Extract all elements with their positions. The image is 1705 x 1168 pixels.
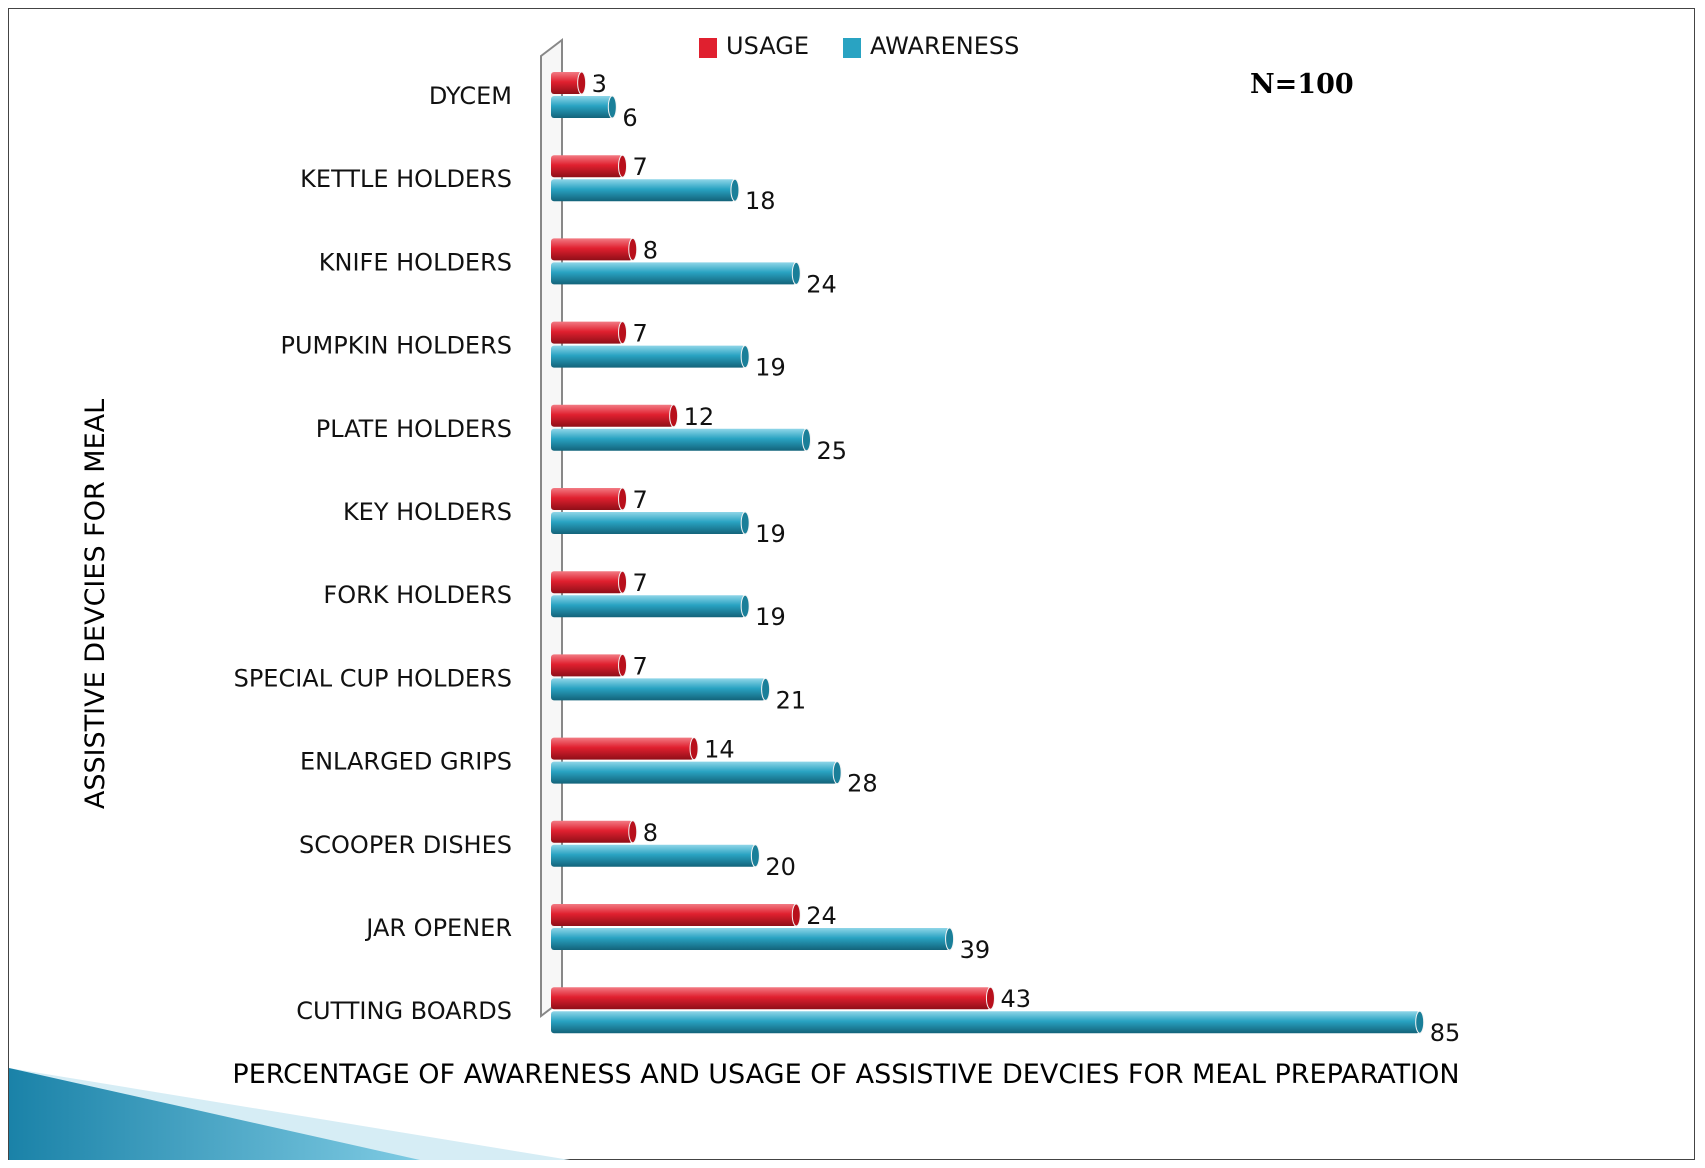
bar-usage-kettle-holders xyxy=(551,155,623,178)
legend: USAGE AWARENESS xyxy=(699,32,1019,60)
bar-cap-awareness-knife-holders xyxy=(791,261,801,285)
category-label-scooper-dishes: SCOOPER DISHES xyxy=(299,831,512,859)
bar-usage-pumpkin-holders xyxy=(551,321,623,344)
bar-cap-awareness-pumpkin-holders xyxy=(740,345,750,369)
bars-layer: DYCEM 36 KETTLE HOLDERS 7 18 KNIFE HOLDERS 8 24… xyxy=(234,70,1461,1047)
bar-awareness-special-cup-holders xyxy=(551,678,766,701)
bar-cap-usage-cutting-boards xyxy=(985,986,995,1010)
category-label-fork-holders: FORK HOLDERS xyxy=(323,581,512,609)
bar-usage-knife-holders xyxy=(551,238,633,261)
bar-awareness-pumpkin-holders xyxy=(551,345,746,368)
category-label-plate-holders: PLATE HOLDERS xyxy=(316,415,512,443)
bar-cap-usage-dycem xyxy=(577,71,587,95)
bar-awareness-scooper-dishes xyxy=(551,844,756,867)
bar-awareness-knife-holders xyxy=(551,262,797,285)
category-label-special-cup-holders: SPECIAL CUP HOLDERS xyxy=(234,664,512,692)
bar-awareness-enlarged-grips xyxy=(551,761,838,784)
bar-cap-usage-jar-opener xyxy=(791,903,801,927)
bar-cap-usage-kettle-holders xyxy=(618,154,628,178)
value-label-awareness-key-holders: 19 xyxy=(755,520,786,548)
category-label-dycem: DYCEM xyxy=(429,82,512,110)
value-label-awareness-plate-holders: 25 xyxy=(817,437,848,465)
bar-cap-usage-plate-holders xyxy=(669,404,679,428)
category-label-knife-holders: KNIFE HOLDERS xyxy=(319,248,512,276)
bar-cap-awareness-special-cup-holders xyxy=(761,677,771,701)
value-label-usage-plate-holders: 12 xyxy=(684,403,715,431)
legend-label-awareness: AWARENESS xyxy=(870,32,1019,60)
chart-frame xyxy=(8,8,1695,1160)
bar-awareness-plate-holders xyxy=(551,428,807,451)
bar-cap-awareness-plate-holders xyxy=(802,428,811,452)
value-label-usage-special-cup-holders: 7 xyxy=(633,652,648,680)
bar-awareness-dycem xyxy=(551,96,613,118)
bar-awareness-key-holders xyxy=(551,512,746,534)
bar-cap-awareness-fork-holders xyxy=(740,594,750,618)
category-label-cutting-boards: CUTTING BOARDS xyxy=(296,997,512,1025)
category-label-kettle-holders: KETTLE HOLDERS xyxy=(300,165,512,193)
bar-usage-fork-holders xyxy=(551,571,623,594)
bar-cap-usage-special-cup-holders xyxy=(618,653,628,677)
value-label-usage-jar-opener: 24 xyxy=(806,902,837,930)
value-label-usage-enlarged-grips: 14 xyxy=(704,736,735,764)
category-label-enlarged-grips: ENLARGED GRIPS xyxy=(300,748,512,776)
bar-cap-usage-fork-holders xyxy=(618,570,628,594)
x-axis-title: PERCENTAGE OF AWARENESS AND USAGE OF ASS… xyxy=(232,1059,1459,1090)
value-label-usage-scooper-dishes: 8 xyxy=(643,819,658,847)
category-label-pumpkin-holders: PUMPKIN HOLDERS xyxy=(281,332,512,360)
value-label-usage-pumpkin-holders: 7 xyxy=(633,320,648,348)
y-axis-title: ASSISTIVE DEVCIES FOR MEAL xyxy=(80,399,111,809)
category-label-key-holders: KEY HOLDERS xyxy=(343,498,512,526)
value-label-awareness-pumpkin-holders: 19 xyxy=(755,354,786,382)
decorative-corner-dark xyxy=(9,1068,420,1160)
bar-cap-usage-key-holders xyxy=(618,487,628,511)
bar-cap-awareness-jar-opener xyxy=(945,927,955,951)
bar-cap-awareness-key-holders xyxy=(740,511,750,535)
bar-awareness-fork-holders xyxy=(551,595,746,618)
bar-cap-awareness-kettle-holders xyxy=(730,178,740,202)
bar-usage-dycem xyxy=(551,72,582,94)
bar-cap-usage-scooper-dishes xyxy=(628,820,638,844)
value-label-awareness-knife-holders: 24 xyxy=(806,270,837,298)
bar-cap-usage-enlarged-grips xyxy=(689,737,699,761)
legend-swatch-usage xyxy=(699,38,717,58)
value-label-awareness-fork-holders: 19 xyxy=(755,603,786,631)
value-label-usage-knife-holders: 8 xyxy=(643,236,658,264)
value-label-usage-cutting-boards: 43 xyxy=(1000,985,1031,1013)
category-label-jar-opener: JAR OPENER xyxy=(364,914,512,942)
bar-awareness-cutting-boards xyxy=(551,1011,1420,1034)
bar-cap-usage-pumpkin-holders xyxy=(618,321,628,345)
value-label-awareness-special-cup-holders: 21 xyxy=(776,686,807,714)
value-label-awareness-cutting-boards: 85 xyxy=(1430,1019,1461,1047)
bar-cap-awareness-cutting-boards xyxy=(1415,1010,1425,1034)
bar-cap-usage-knife-holders xyxy=(628,237,638,261)
bar-cap-awareness-enlarged-grips xyxy=(832,761,842,785)
value-label-usage-key-holders: 7 xyxy=(633,486,648,514)
bar-usage-cutting-boards xyxy=(551,987,991,1010)
value-label-awareness-kettle-holders: 18 xyxy=(745,187,776,215)
bar-usage-jar-opener xyxy=(551,904,797,926)
value-label-awareness-jar-opener: 39 xyxy=(960,936,991,964)
value-label-usage-kettle-holders: 7 xyxy=(633,153,648,181)
bar-usage-enlarged-grips xyxy=(551,737,695,760)
legend-label-usage: USAGE xyxy=(726,32,809,60)
bar-usage-key-holders xyxy=(551,488,623,510)
bar-awareness-kettle-holders xyxy=(551,179,735,202)
bar-cap-awareness-scooper-dishes xyxy=(750,844,760,868)
bar-usage-special-cup-holders xyxy=(551,654,623,677)
legend-swatch-awareness xyxy=(843,38,861,58)
bar-cap-awareness-dycem xyxy=(607,95,617,119)
value-label-usage-dycem: 3 xyxy=(592,70,607,98)
value-label-awareness-dycem: 6 xyxy=(622,104,637,132)
bar-usage-plate-holders xyxy=(551,404,674,427)
value-label-awareness-enlarged-grips: 28 xyxy=(847,770,878,798)
value-label-usage-fork-holders: 7 xyxy=(633,569,648,597)
bar-awareness-jar-opener xyxy=(551,928,950,950)
sample-size-note: N=100 xyxy=(1250,69,1354,100)
bar-usage-scooper-dishes xyxy=(551,820,633,843)
value-label-awareness-scooper-dishes: 20 xyxy=(765,853,796,881)
